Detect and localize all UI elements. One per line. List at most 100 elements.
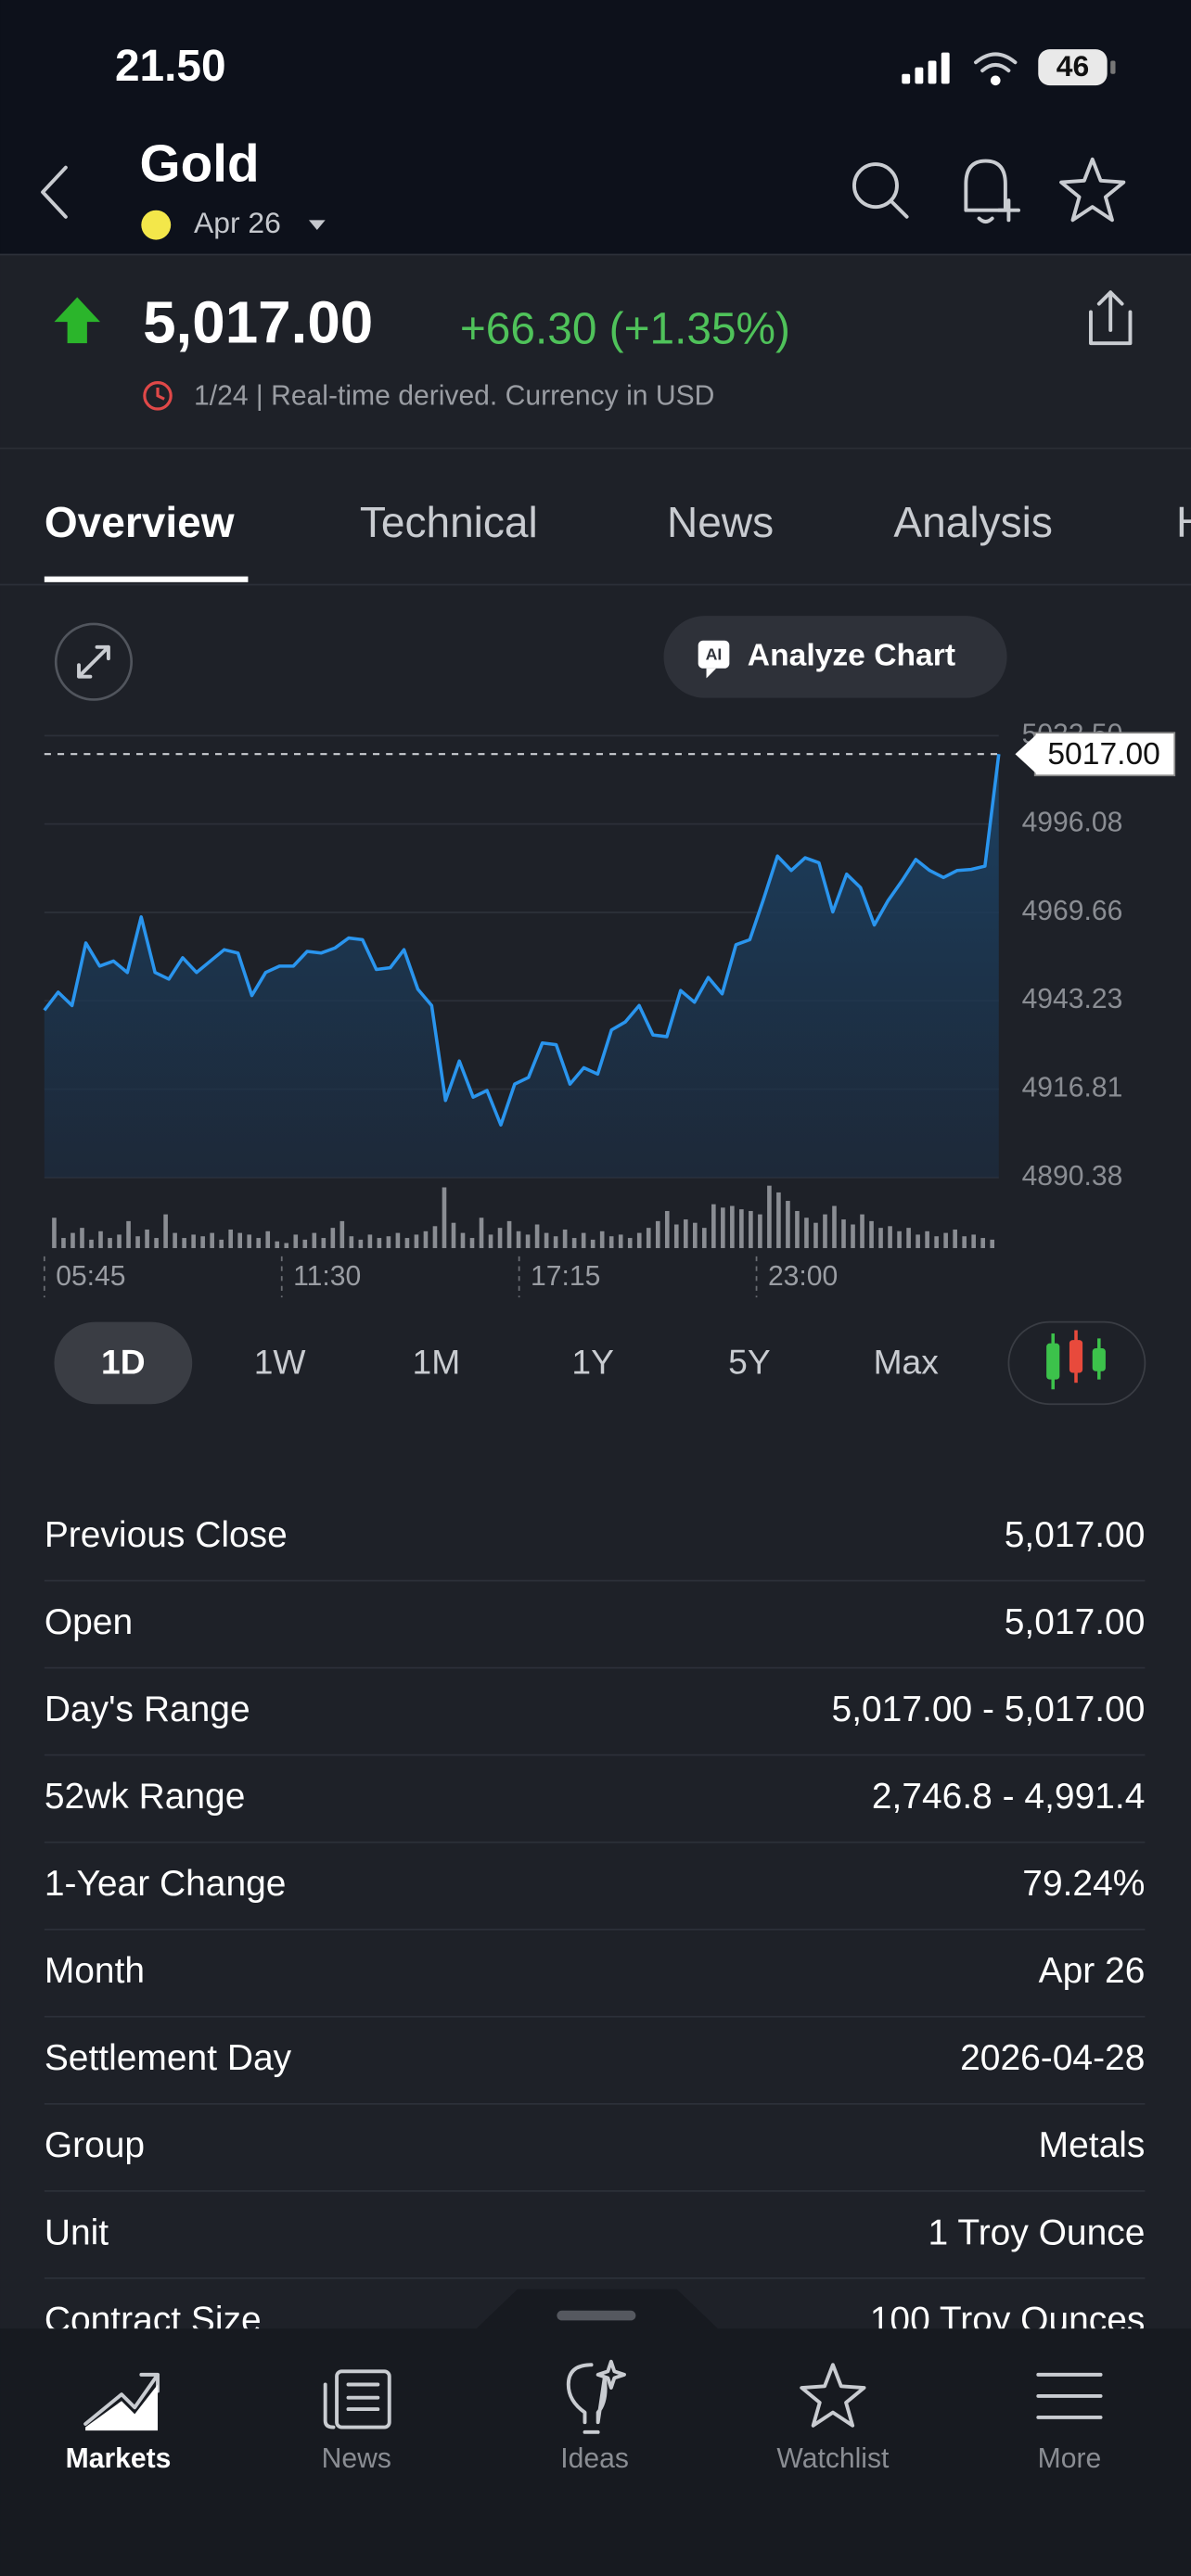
signal-icon (902, 52, 950, 84)
nav-item[interactable]: Ideas (560, 2443, 629, 2474)
price-chart: 4890.384916.814943.234969.664996.085022.… (43, 719, 1176, 1298)
alert-button[interactable] (964, 159, 1020, 224)
last-price-tag-bg (1033, 732, 1176, 777)
tab[interactable]: News (667, 498, 774, 546)
volume-bar (860, 1214, 864, 1248)
volume-bar (962, 1236, 967, 1248)
wifi-dot (990, 75, 1001, 86)
clock-icon (143, 381, 173, 411)
volume-bar (925, 1231, 929, 1248)
volume-bar (321, 1238, 327, 1248)
volume-bar (284, 1243, 289, 1248)
quote-info: 1/24 | Real-time derived. Currency in US… (194, 381, 714, 412)
tab[interactable]: Technical (360, 498, 538, 546)
volume-bar (210, 1232, 214, 1248)
stat-label: Month (45, 1951, 145, 1991)
stat-value: 5,017.00 (1005, 1602, 1146, 1642)
nav-item[interactable]: Markets (66, 2443, 172, 2474)
volume-bar (154, 1238, 159, 1248)
range-option[interactable]: 5Y (728, 1343, 771, 1382)
nav-item[interactable]: News (322, 2443, 391, 2474)
volume-bar (256, 1238, 262, 1248)
volume-bar (888, 1226, 892, 1248)
volume-bar (832, 1205, 837, 1248)
volume-bar (599, 1231, 605, 1248)
volume-bar (126, 1220, 131, 1248)
volume-bar (367, 1234, 373, 1248)
contract-selector[interactable]: Apr 26 (194, 206, 281, 239)
watchlist-button[interactable] (1059, 157, 1126, 223)
volume-bar (786, 1201, 790, 1248)
stat-label: Open (45, 1602, 133, 1642)
volume-bar (627, 1238, 633, 1248)
volume-bar (275, 1241, 280, 1248)
volume-bar (89, 1239, 94, 1248)
volume-bar (339, 1220, 345, 1248)
chart-type-button[interactable] (1007, 1320, 1146, 1406)
volume-bar (730, 1205, 735, 1248)
search-button[interactable] (852, 162, 909, 219)
tab[interactable]: H (1176, 498, 1191, 546)
price: 5,017.00 (143, 288, 373, 355)
share-button[interactable] (1089, 290, 1133, 346)
volume-bar (711, 1204, 716, 1248)
range-active-bg (54, 1321, 193, 1405)
volume-bar (237, 1232, 243, 1248)
back-button[interactable] (41, 165, 68, 219)
stat-label: 1-Year Change (45, 1864, 287, 1904)
volume-bar (590, 1239, 596, 1248)
tab[interactable]: Analysis (893, 498, 1052, 546)
volume-bar (423, 1231, 429, 1248)
volume-bar (479, 1218, 484, 1248)
volume-bar (823, 1214, 827, 1248)
volume-bar (804, 1218, 809, 1248)
price-change: +66.30 (+1.35%) (460, 304, 790, 353)
volume-bar (460, 1232, 466, 1248)
range-option[interactable]: 1W (254, 1343, 306, 1382)
volume-bar (191, 1234, 196, 1248)
volume-bar (135, 1236, 140, 1248)
expand-button[interactable] (54, 622, 134, 701)
stats-table: Previous Close 5,017.00 Open 5,017.00 Day's … (44, 1515, 1146, 2340)
last-price-tag-arrow (1015, 733, 1037, 774)
volume-bar (395, 1232, 401, 1248)
x-tick-label: 23:00 (768, 1261, 838, 1292)
volume-bar (636, 1232, 642, 1248)
stat-value: 100 Troy Ounces (870, 2300, 1146, 2340)
volume-bar (70, 1232, 75, 1248)
stat-value: 2026-04-28 (960, 2038, 1145, 2078)
volume-bar (571, 1238, 577, 1248)
up-arrow (54, 297, 101, 344)
sheet-handle[interactable] (557, 2310, 636, 2321)
range-option[interactable]: 1D (101, 1343, 146, 1382)
stat-label: Contract Size (45, 2300, 262, 2340)
volume-bar (358, 1239, 364, 1248)
volume-bar (980, 1238, 985, 1248)
range-option[interactable]: Max (874, 1343, 940, 1382)
analyze-chart-button[interactable]: AI Analyze Chart (663, 616, 1007, 698)
volume-bar (265, 1231, 271, 1248)
volume-bar (562, 1229, 568, 1248)
stat-label: Day's Range (45, 1690, 250, 1729)
y-tick-label: 4916.81 (1022, 1072, 1123, 1103)
volume-bar (813, 1222, 818, 1248)
nav-item[interactable]: More (1038, 2443, 1102, 2474)
stat-value: Metals (1039, 2125, 1146, 2165)
volume-bar (869, 1220, 874, 1248)
nav-item[interactable]: Watchlist (776, 2443, 890, 2474)
volume-bar (758, 1214, 762, 1248)
status-time: 21.50 (115, 42, 226, 91)
range-option[interactable]: 1Y (571, 1343, 614, 1382)
volume-bar (553, 1236, 558, 1248)
volume-bar (516, 1231, 521, 1248)
tab[interactable]: Overview (45, 498, 235, 546)
range-option[interactable]: 1M (413, 1343, 461, 1382)
volume-bar (841, 1219, 846, 1248)
volume-bar (916, 1234, 920, 1248)
nav-items: Markets News Ideas Watchlist More (66, 2359, 1103, 2474)
volume-bar (117, 1234, 122, 1248)
battery-icon (1038, 49, 1108, 86)
